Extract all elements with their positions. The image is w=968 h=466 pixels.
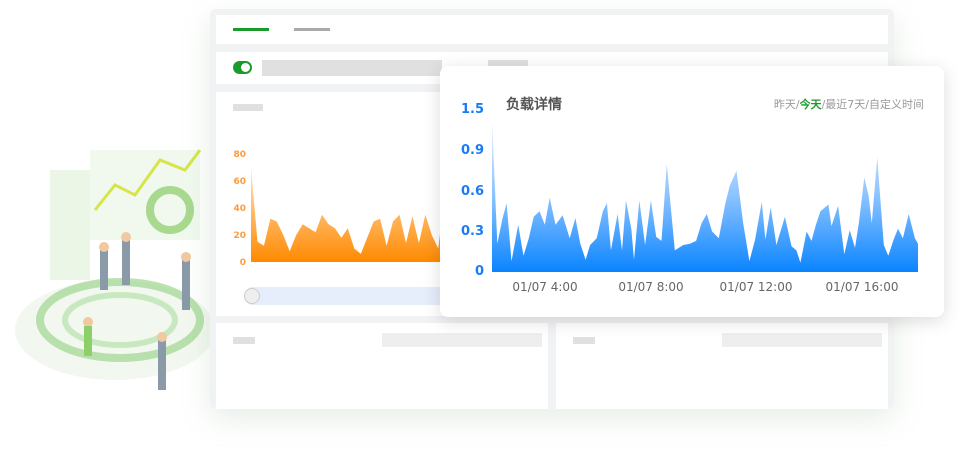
- load-area-chart: [492, 119, 918, 273]
- placeholder-bar: [262, 60, 442, 76]
- slider-handle[interactable]: [244, 288, 260, 304]
- separator: /: [865, 98, 869, 111]
- time-range-selector: 昨天/今天/最近7天/自定义时间: [774, 96, 924, 112]
- range-yesterday[interactable]: 昨天: [773, 98, 796, 111]
- tab-bar: [216, 15, 888, 44]
- load-area-series: [492, 119, 918, 273]
- y-tick-label: 0.9: [460, 143, 484, 158]
- load-detail-card: 负载详情 昨天/今天/最近7天/自定义时间 1.5 0.9 0.6 0.3 0 …: [440, 66, 944, 317]
- range-today[interactable]: 今天: [799, 98, 822, 111]
- y-tick-label: 0.3: [460, 224, 484, 239]
- toggle-switch[interactable]: [233, 61, 252, 74]
- x-tick-label: 01/07 12:00: [719, 280, 793, 294]
- separator: /: [821, 98, 826, 111]
- y-tick-label: 60: [233, 177, 246, 187]
- placeholder-bar: [722, 333, 882, 347]
- x-tick-label: 01/07 16:00: [825, 280, 899, 294]
- y-tick-label: 80: [233, 150, 246, 160]
- range-last-7-days[interactable]: 最近7天: [825, 98, 866, 111]
- y-tick-label: 0: [240, 258, 246, 268]
- y-tick-label: 40: [233, 204, 246, 214]
- bottom-left-panel: [216, 323, 548, 409]
- y-tick-label: 0.6: [460, 184, 484, 199]
- x-tick-label: 01/07 8:00: [618, 280, 684, 294]
- x-tick-label: 01/07 4:00: [512, 280, 578, 294]
- separator: /: [795, 98, 800, 111]
- y-tick-label: 20: [233, 231, 246, 241]
- y-tick-label: 0: [474, 264, 484, 279]
- tab-inactive[interactable]: [294, 28, 330, 31]
- placeholder-bar: [382, 333, 542, 347]
- people-dashboard-illustration: [15, 149, 215, 390]
- tab-active[interactable]: [233, 28, 269, 31]
- y-tick-label: 1.5: [460, 102, 484, 117]
- range-custom[interactable]: 自定义时间: [869, 98, 924, 111]
- bottom-right-panel: [556, 323, 888, 409]
- placeholder-bar: [233, 337, 255, 344]
- panel-title-placeholder: [233, 104, 263, 111]
- card-title: 负载详情: [506, 97, 562, 113]
- placeholder-bar: [573, 337, 595, 344]
